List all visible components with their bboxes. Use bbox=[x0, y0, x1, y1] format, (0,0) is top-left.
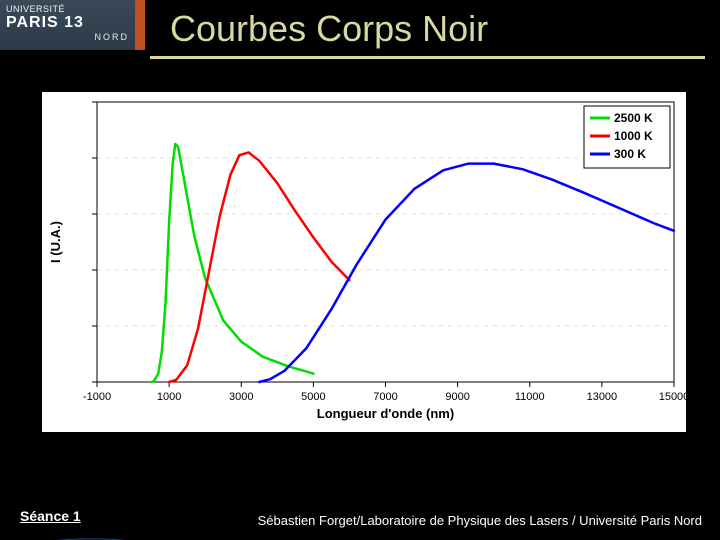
logo-line3: NORD bbox=[6, 32, 129, 42]
x-tick: 5000 bbox=[301, 391, 325, 403]
peak-marker bbox=[412, 432, 416, 454]
x-tick: 15000 bbox=[659, 391, 686, 403]
footer-credit: Sébastien Forget/Laboratoire de Physique… bbox=[258, 513, 702, 528]
x-tick: -1000 bbox=[83, 391, 111, 403]
peak-marker bbox=[173, 432, 177, 454]
x-tick: 13000 bbox=[587, 391, 618, 403]
title-underline bbox=[150, 56, 705, 59]
footer-session: Séance 1 bbox=[20, 508, 81, 524]
slide-title: Courbes Corps Noir bbox=[170, 8, 488, 50]
x-tick: 9000 bbox=[445, 391, 469, 403]
slide: UNIVERSITÉ PARIS 13 NORD Courbes Corps N… bbox=[0, 0, 720, 540]
legend-label: 2500 K bbox=[614, 111, 653, 125]
university-logo: UNIVERSITÉ PARIS 13 NORD bbox=[0, 0, 145, 50]
chart-svg: -1000 1000 3000 5000 7000 9000 11000 13000 15000… bbox=[42, 92, 686, 432]
legend-label: 1000 K bbox=[614, 129, 653, 143]
logo-line2: PARIS 13 bbox=[6, 14, 129, 32]
logo-line1: UNIVERSITÉ bbox=[6, 4, 129, 14]
peak-marker bbox=[203, 432, 207, 454]
x-tick: 7000 bbox=[373, 391, 397, 403]
x-axis-label: Longueur d'onde (nm) bbox=[317, 406, 454, 421]
wavelength-markers bbox=[42, 432, 686, 462]
x-tick: 11000 bbox=[515, 391, 545, 403]
y-axis-label: I (U.A.) bbox=[48, 221, 63, 263]
x-tick: 3000 bbox=[229, 391, 253, 403]
blackbody-chart: -1000 1000 3000 5000 7000 9000 11000 13000 15000… bbox=[42, 92, 686, 432]
legend-label: 300 K bbox=[614, 147, 646, 161]
x-tick: 1000 bbox=[157, 391, 181, 403]
